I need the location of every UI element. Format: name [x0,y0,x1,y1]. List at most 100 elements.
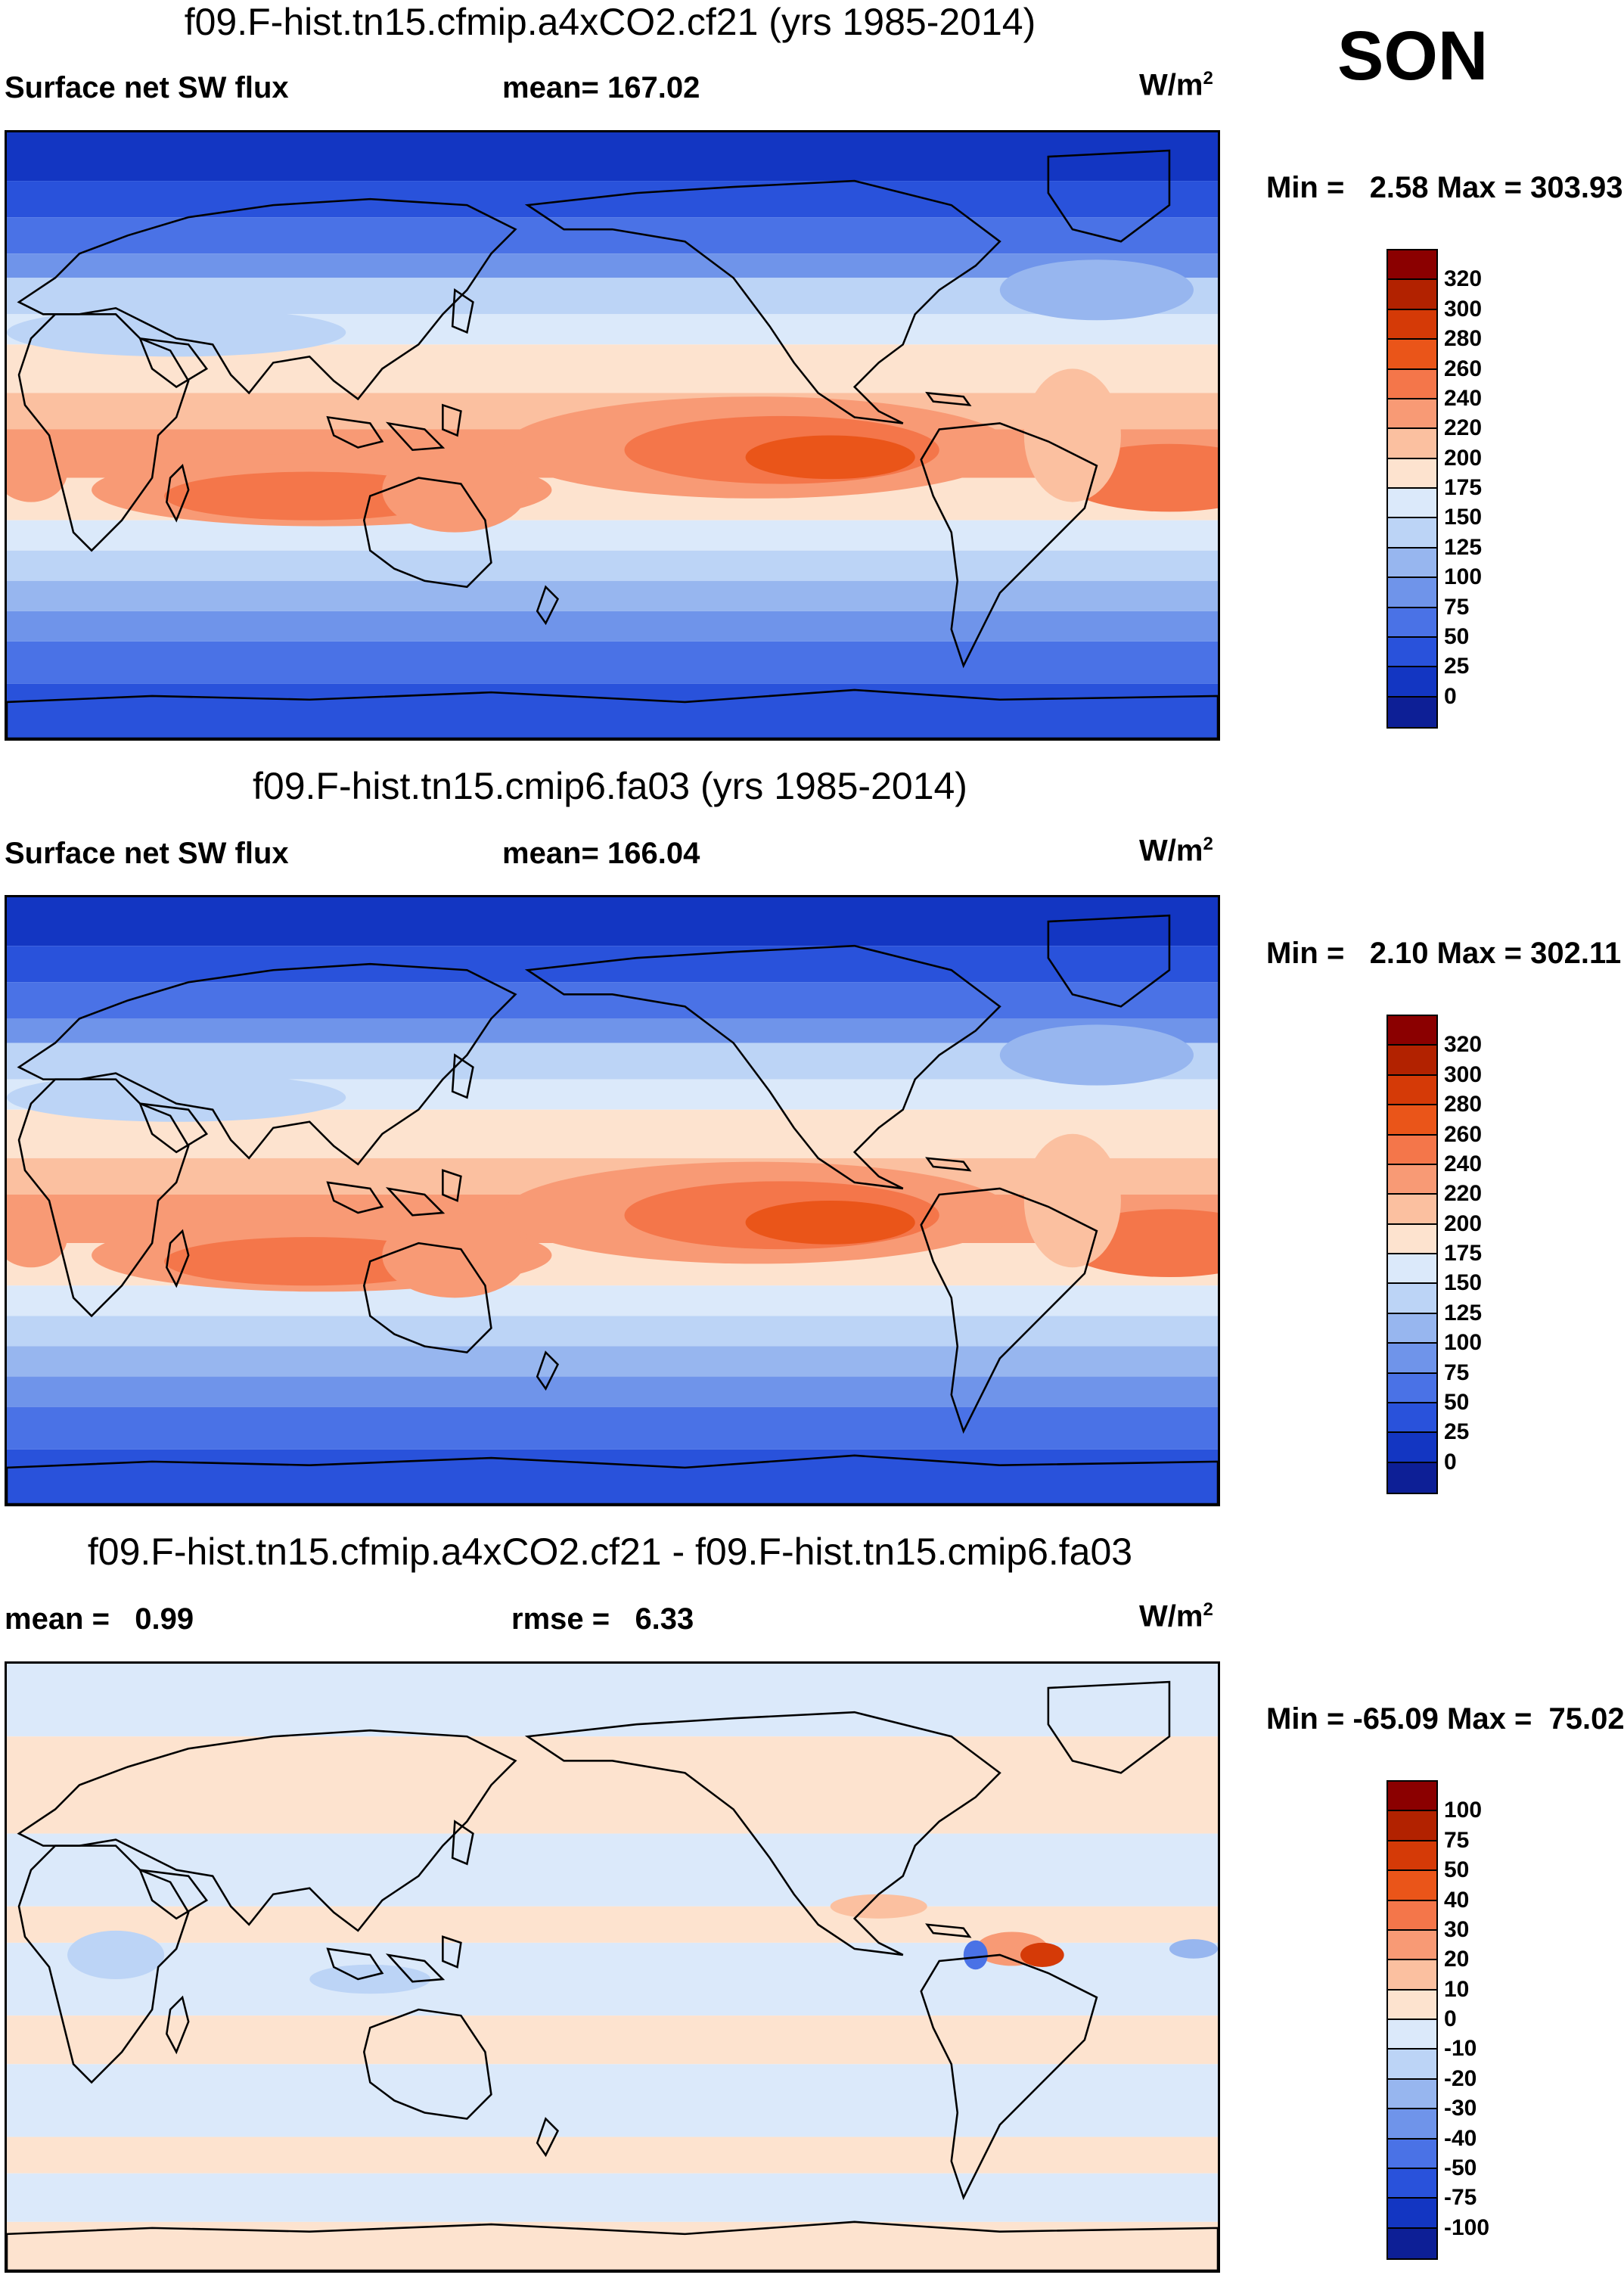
coastline [536,1350,560,1391]
panel3-rmse-label: rmse = 6.33 [511,1602,694,1636]
colorbar-swatch [1388,2228,1436,2258]
coastline [925,391,972,407]
colorbar-tick-label: 75 [1444,1360,1470,1385]
field-contour [7,308,346,357]
colorbar-tick-label: 220 [1444,415,1483,441]
colorbar-swatch [1388,1313,1436,1344]
colorbar-swatch [1388,1344,1436,1374]
colorbar-swatch [1388,518,1436,549]
field-band [7,2173,1218,2222]
field-band [7,611,1218,642]
panel2-variable-label: Surface net SW flux [5,837,289,870]
coastline [442,403,462,437]
colorbar-tick-label: 260 [1444,1121,1483,1147]
colorbar-tick-label: -20 [1444,2065,1477,2091]
coastline [7,2221,1218,2270]
field-contour [1169,1939,1218,1959]
colorbar-tick-label: 200 [1444,445,1483,471]
field-band [7,982,1218,1019]
colorbar-swatch [1388,1195,1436,1225]
field-contour [963,1940,988,1970]
field-contour [7,1073,346,1122]
panel1-units: W/m2 [1139,68,1213,102]
season-label: SON [1337,17,1489,95]
panel3-colorbar [1386,1780,1438,2260]
panel2-units: W/m2 [1139,834,1213,868]
coastline [1047,149,1171,243]
field-band [7,2015,1218,2065]
colorbar-swatch [1388,1462,1436,1493]
colorbar-swatch [1388,250,1436,281]
panel2-mean-label: mean= 166.04 [502,837,700,870]
colorbar-tick-label: 100 [1444,564,1483,590]
field-band [7,181,1218,218]
colorbar-swatch [1388,2020,1436,2050]
colorbar-swatch [1388,1433,1436,1463]
panel3-field [7,1664,1218,2270]
field-contour [67,1930,165,1980]
colorbar-swatch [1388,1135,1436,1165]
colorbar-swatch [1388,1841,1436,1872]
coastline [362,2008,492,2120]
colorbar-swatch [1388,369,1436,399]
coastline [326,1947,384,1981]
field-contour [745,1201,915,1245]
colorbar-tick-label: 10 [1444,1976,1470,2002]
colorbar-swatch [1388,280,1436,310]
panel1-map [5,130,1220,741]
colorbar-tick-label: 280 [1444,326,1483,352]
coastline [524,1711,1001,1956]
colorbar-swatch [1388,1284,1436,1314]
colorbar-swatch [1388,548,1436,579]
panel1-min-max: Min = 2.58 Max = 303.93 [1266,171,1623,204]
panel1-colorbar [1386,249,1438,729]
colorbar-swatch [1388,1960,1436,1991]
colorbar-swatch [1388,608,1436,638]
colorbar-swatch [1388,1016,1436,1046]
colorbar-swatch [1388,1224,1436,1254]
colorbar-swatch [1388,1871,1436,1901]
colorbar-tick-label: 220 [1444,1181,1483,1207]
panel1-mean-label: mean= 167.02 [502,71,700,104]
field-band [7,946,1218,983]
field-band [7,641,1218,684]
field-band [7,217,1218,254]
colorbar-tick-label: -50 [1444,2155,1477,2180]
coastline [451,1820,474,1866]
coastline [138,1102,209,1154]
coastline [166,464,190,523]
panel2-min-max: Min = 2.10 Max = 302.11 [1266,937,1622,970]
colorbar-tick-label: 280 [1444,1092,1483,1117]
colorbar-tick-label: -40 [1444,2125,1477,2151]
coastline [1047,1680,1171,1774]
field-band [7,1285,1218,1316]
panel2-title: f09.F-hist.tn15.cmip6.fa03 (yrs 1985-201… [253,765,967,807]
coastline [7,688,1218,738]
field-band [7,1316,1218,1347]
coastline [1047,914,1171,1008]
panel3-title: f09.F-hist.tn15.cfmip.a4xCO2.cf21 - f09.… [87,1531,1133,1573]
colorbar-swatch [1388,1990,1436,2020]
colorbar-tick-label: 0 [1444,2006,1457,2031]
coastline [138,337,209,388]
panel3-units: W/m2 [1139,1599,1213,1633]
colorbar-tick-label: 260 [1444,356,1483,381]
colorbar-swatch [1388,1105,1436,1136]
field-contour [382,447,528,533]
colorbar-swatch [1388,1403,1436,1434]
colorbar-swatch [1388,1254,1436,1285]
coastline [451,287,474,334]
field-band [7,2137,1218,2174]
coastline [925,1923,972,1938]
colorbar-tick-label: 20 [1444,1947,1470,1972]
colorbar-swatch [1388,309,1436,340]
colorbar-tick-label: 25 [1444,654,1470,679]
field-contour [1023,368,1121,502]
panel2-colorbar [1386,1015,1438,1494]
field-band [7,580,1218,611]
field-band [7,1664,1218,1737]
field-band [7,1376,1218,1407]
field-band [7,1406,1218,1450]
colorbar-swatch [1388,1075,1436,1106]
field-contour [309,1964,431,1994]
